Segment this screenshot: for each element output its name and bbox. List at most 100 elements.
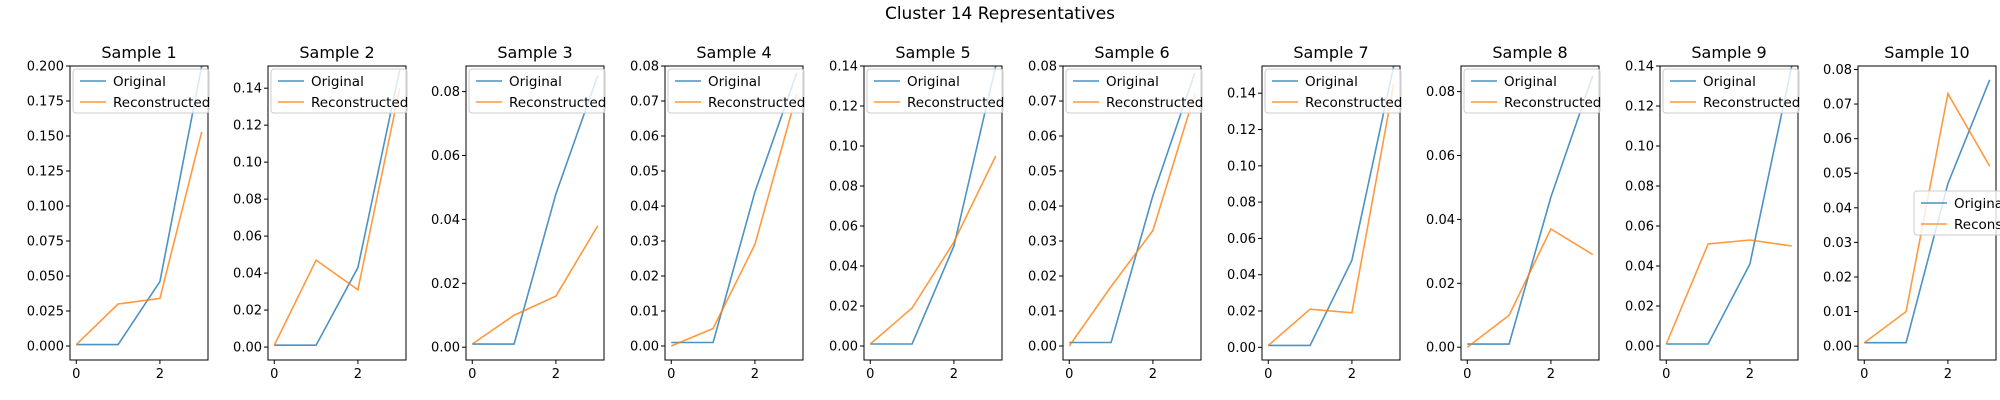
y-tick-label: 0.14	[829, 60, 858, 75]
subplot-title: Sample 8	[1492, 43, 1567, 62]
y-tick-label: 0.03	[1028, 235, 1057, 250]
y-tick-label: 0.02	[431, 277, 460, 292]
subplot-title: Sample 5	[895, 43, 970, 62]
legend: Original Reconstructed	[1264, 68, 1402, 114]
legend-label: Reconstructed	[1954, 217, 2000, 233]
series-line-original	[1864, 79, 1991, 344]
x-tick-label: 0	[1463, 367, 1471, 382]
legend-box	[1065, 68, 1203, 114]
x-tick-label: 2	[1944, 367, 1952, 382]
y-tick-label: 0.07	[1823, 98, 1852, 113]
legend: Original Reconstructed	[1913, 190, 2000, 236]
legend-label: Reconstructed	[113, 95, 210, 111]
subplot-9: Sample 9 0.00 0.02 0.04 0.06 0.08 0.10 0.12 0.14…	[1625, 43, 1800, 382]
y-tick-label: 0.08	[1823, 63, 1852, 78]
figure-title: Cluster 14 Representatives	[884, 4, 1116, 24]
legend-label: Original	[113, 74, 166, 90]
series-line-original	[870, 65, 997, 345]
y-tick-label: 0.000	[27, 340, 64, 355]
x-tick-label: 2	[950, 367, 958, 382]
subplot-8: Sample 8 0.00 0.02 0.04 0.06 0.08 0 2 Original Re…	[1426, 43, 1601, 382]
y-tick-label: 0.00	[630, 340, 659, 355]
y-tick-label: 0.06	[233, 230, 262, 245]
y-tick-label: 0.02	[1823, 270, 1852, 285]
legend-box	[866, 68, 1004, 114]
y-tick-label: 0.00	[829, 340, 858, 355]
y-tick-label: 0.06	[431, 149, 460, 164]
legend: Original Reconstructed	[866, 68, 1004, 114]
series-line-reconstructed	[670, 93, 798, 347]
x-tick-label: 0	[866, 367, 874, 382]
y-tick-label: 0.12	[829, 100, 858, 115]
axes-frame	[267, 65, 407, 361]
y-tick-label: 0.00	[233, 341, 262, 356]
subplot-title: Sample 6	[1094, 43, 1169, 62]
subplot-4: Sample 4 0.00 0.01 0.02 0.03 0.04 0.05 0.06 0.07…	[630, 43, 805, 382]
series-line-reconstructed	[1068, 93, 1196, 347]
y-tick-label: 0.02	[233, 304, 262, 319]
series-line-reconstructed	[273, 88, 401, 346]
axes-frame	[1062, 65, 1202, 361]
axes-frame	[69, 65, 209, 361]
y-tick-label: 0.04	[1823, 201, 1852, 216]
y-tick-label: 0.00	[1426, 341, 1455, 356]
legend-label: Reconstructed	[1504, 95, 1601, 111]
y-tick-label: 0.06	[1227, 232, 1256, 247]
series-line-original	[1467, 75, 1594, 345]
y-tick-label: 0.08	[1625, 180, 1654, 195]
legend-box	[270, 68, 408, 114]
legend: Original Reconstructed	[468, 68, 606, 114]
legend: Original Reconstructed	[1662, 68, 1800, 114]
x-tick-label: 2	[751, 367, 759, 382]
y-tick-label: 0.12	[1227, 123, 1256, 138]
x-tick-label: 2	[1348, 367, 1356, 382]
y-tick-label: 0.01	[630, 305, 659, 320]
y-tick-label: 0.14	[233, 82, 262, 97]
y-tick-label: 0.01	[1028, 305, 1057, 320]
legend-label: Original	[509, 74, 562, 90]
series-line-original	[472, 75, 599, 345]
legend-label: Reconstructed	[1305, 95, 1402, 111]
y-tick-label: 0.02	[630, 270, 659, 285]
legend-label: Reconstructed	[311, 95, 408, 111]
series-line-reconstructed	[471, 225, 599, 345]
series-line-reconstructed	[75, 131, 203, 346]
y-tick-label: 0.10	[1227, 159, 1256, 174]
x-tick-label: 2	[1746, 367, 1754, 382]
y-tick-label: 0.08	[829, 180, 858, 195]
y-tick-label: 0.02	[829, 300, 858, 315]
y-tick-label: 0.12	[1625, 100, 1654, 115]
x-tick-label: 0	[270, 367, 278, 382]
subplot-title: Sample 2	[299, 43, 374, 62]
legend-box	[72, 68, 210, 114]
y-tick-label: 0.14	[1227, 87, 1256, 102]
y-tick-label: 0.04	[1227, 268, 1256, 283]
y-tick-label: 0.04	[1625, 260, 1654, 275]
legend-label: Original	[1305, 74, 1358, 90]
y-tick-label: 0.14	[1625, 60, 1654, 75]
legend-box	[1662, 68, 1800, 114]
legend-label: Original	[708, 74, 761, 90]
y-tick-label: 0.03	[630, 235, 659, 250]
legend-box	[1463, 68, 1601, 114]
y-tick-label: 0.05	[1028, 165, 1057, 180]
y-tick-label: 0.10	[829, 140, 858, 155]
x-tick-label: 0	[1264, 367, 1272, 382]
x-tick-label: 0	[1662, 367, 1670, 382]
y-tick-label: 0.08	[431, 85, 460, 100]
y-tick-label: 0.150	[27, 130, 64, 145]
y-tick-label: 0.100	[27, 200, 64, 215]
subplot-10: Sample 10 0.00 0.01 0.02 0.03 0.04 0.05 0.06 0.0…	[1823, 43, 2000, 382]
x-tick-label: 0	[1065, 367, 1073, 382]
x-tick-label: 2	[354, 367, 362, 382]
subplot-title: Sample 3	[497, 43, 572, 62]
axes-frame	[465, 65, 605, 361]
legend-label: Reconstructed	[1106, 95, 1203, 111]
y-tick-label: 0.12	[233, 119, 262, 134]
y-tick-label: 0.025	[27, 305, 64, 320]
y-tick-label: 0.00	[1823, 340, 1852, 355]
y-tick-label: 0.07	[1028, 95, 1057, 110]
legend-label: Reconstructed	[509, 95, 606, 111]
y-tick-label: 0.01	[1823, 305, 1852, 320]
